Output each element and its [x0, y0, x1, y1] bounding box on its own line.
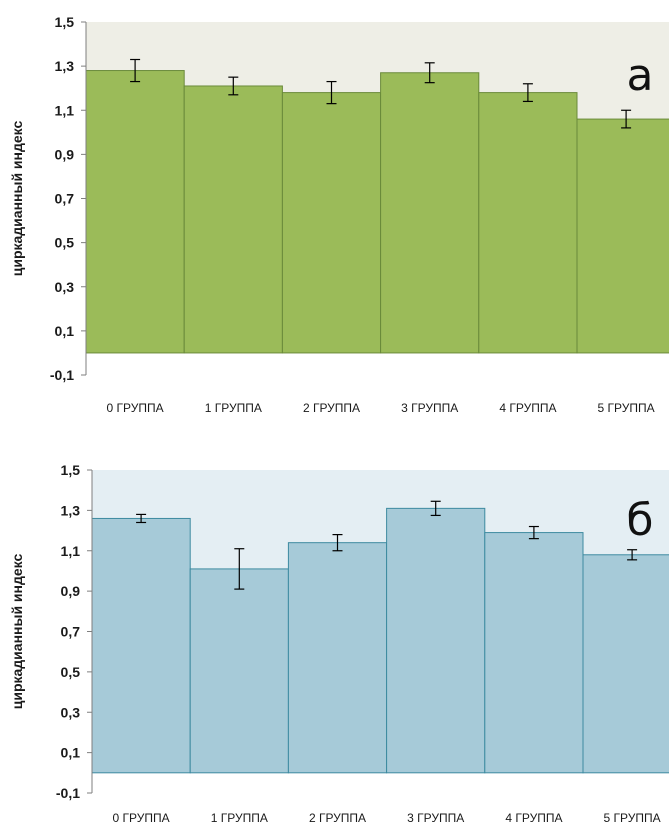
y-tick-label: 0,7 [61, 624, 81, 640]
y-tick-label: -0,1 [50, 367, 74, 383]
panel-label: а [627, 50, 654, 101]
x-tick-label: 4 ГРУППА [505, 811, 562, 825]
bar [386, 507, 486, 774]
y-tick-label: 0,9 [61, 583, 81, 599]
y-tick-label: -0,1 [56, 785, 80, 801]
x-tick-label: 0 ГРУППА [113, 811, 170, 825]
y-tick-label: 1,1 [55, 102, 75, 118]
bar [189, 568, 289, 774]
y-tick-label: 1,5 [61, 462, 81, 478]
bar [576, 118, 669, 354]
x-tick-label: 2 ГРУППА [303, 401, 360, 415]
x-tick-label: 3 ГРУППА [407, 811, 464, 825]
y-tick-label: 0,1 [61, 745, 81, 761]
x-tick-label: 5 ГРУППА [598, 401, 655, 415]
bar [91, 517, 191, 774]
x-tick-label: 1 ГРУППА [211, 811, 268, 825]
y-tick-label: 0,3 [61, 704, 81, 720]
x-tick-label: 0 ГРУППА [107, 401, 164, 415]
x-tick-label: 2 ГРУППА [309, 811, 366, 825]
x-tick-label: 1 ГРУППА [205, 401, 262, 415]
y-tick-label: 0,5 [61, 664, 81, 680]
y-tick-label: 1,5 [55, 14, 75, 30]
y-axis-title: циркадианный индекс [9, 121, 25, 277]
y-tick-label: 0,9 [55, 146, 75, 162]
y-tick-label: 1,1 [61, 543, 81, 559]
y-tick-label: 0,7 [55, 191, 75, 207]
x-tick-label: 5 ГРУППА [604, 811, 661, 825]
chart-panel-1: 1,5 1,3 1,1 0,9 0,7 0,5 0,3 0,1 -0,1 0 ГРУППА 1 ГР… [9, 14, 669, 415]
bar [478, 92, 578, 354]
y-tick-label: 0,5 [55, 235, 75, 251]
bar [183, 85, 283, 354]
y-axis-title: циркадианный индекс [9, 554, 25, 710]
bar [287, 542, 388, 774]
y-tick-label: 0,3 [55, 279, 75, 295]
bar [582, 554, 669, 774]
bar [281, 92, 382, 354]
y-tick-label: 0,1 [55, 323, 75, 339]
y-tick-label: 1,3 [55, 58, 75, 74]
y-tick-label: 1,3 [61, 502, 81, 518]
bar [85, 70, 185, 354]
x-tick-label: 4 ГРУППА [499, 401, 556, 415]
chart-panel-2: 1,5 1,3 1,1 0,9 0,7 0,5 0,3 0,1 -0,1 0 ГРУППА 1 ГР… [9, 462, 669, 825]
panel-label: б [626, 495, 653, 546]
x-tick-label: 3 ГРУППА [401, 401, 458, 415]
bar [380, 72, 480, 354]
bar [484, 532, 584, 774]
